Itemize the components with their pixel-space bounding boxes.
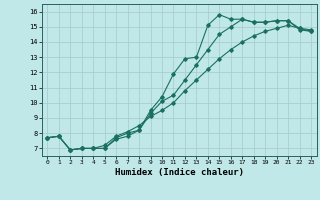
X-axis label: Humidex (Indice chaleur): Humidex (Indice chaleur) <box>115 168 244 177</box>
